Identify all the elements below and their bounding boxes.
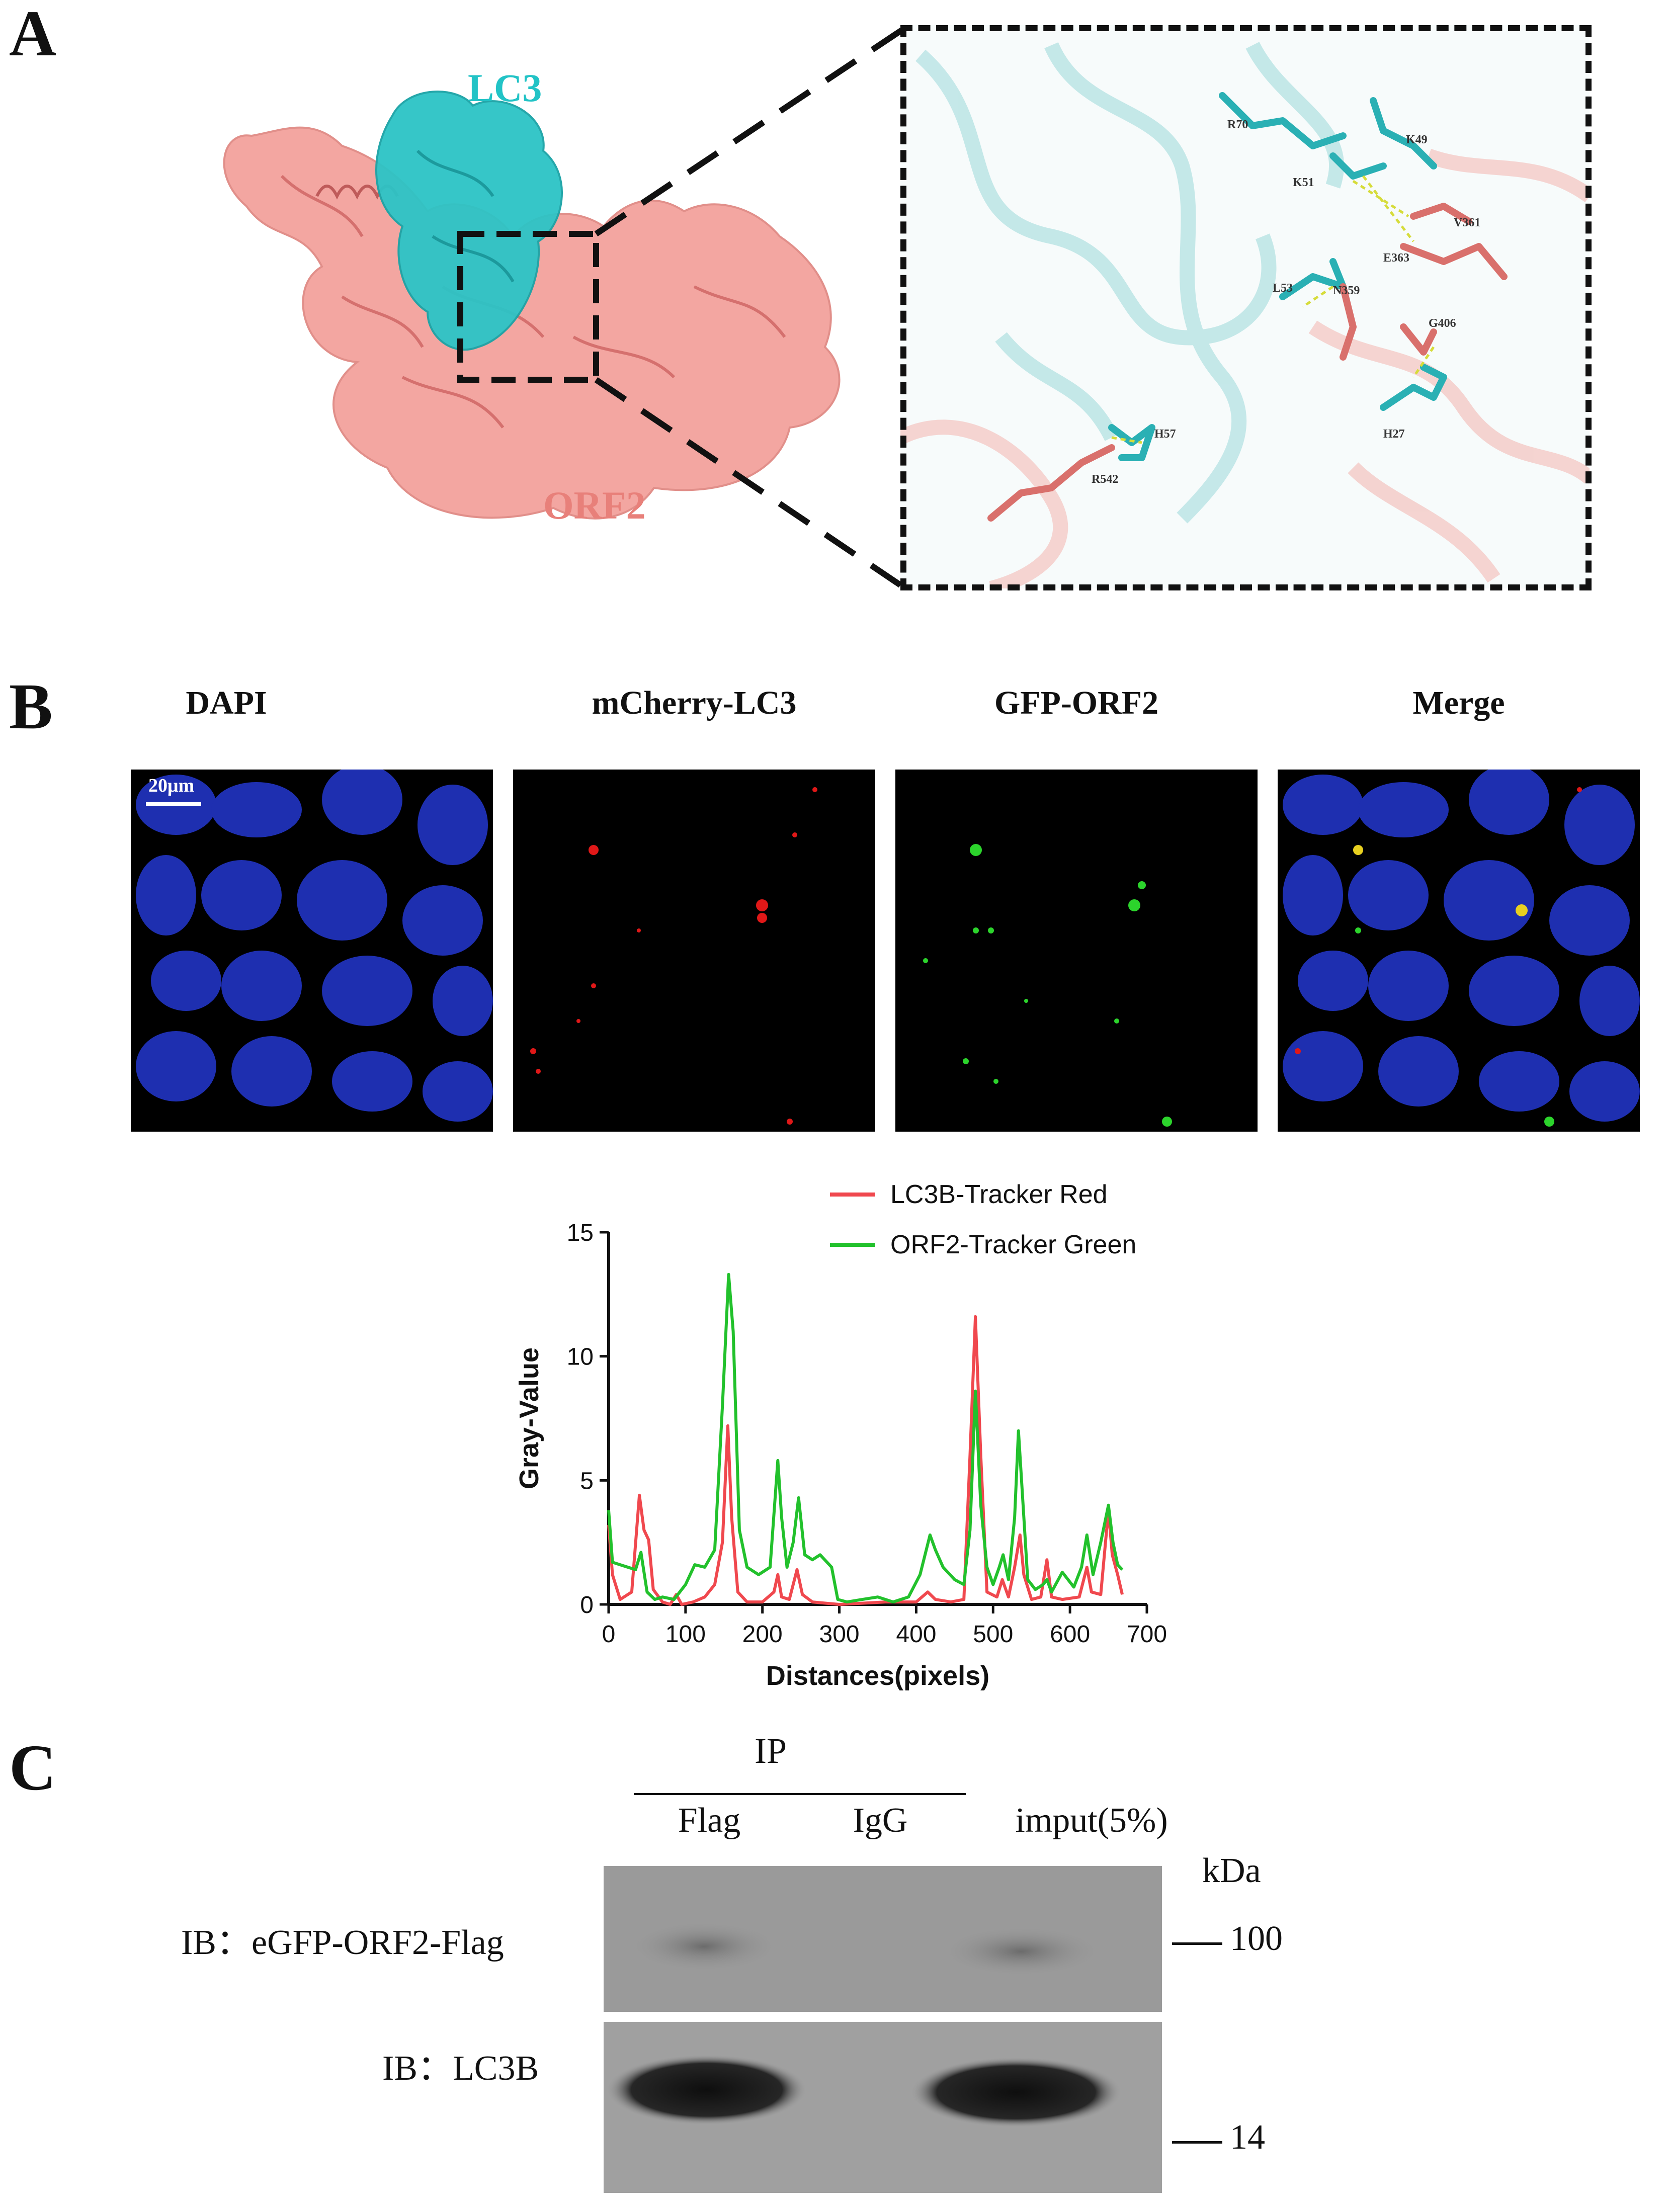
residue-h57-stick [1108, 424, 1155, 461]
blot-label-egfp-orf2-flag: IB：eGFP-ORF2-Flag [181, 1923, 504, 1962]
channel-label-merge: Merge [1412, 685, 1505, 721]
residue-label-h27: H27 [1383, 428, 1405, 441]
residue-label-e363: E363 [1383, 251, 1409, 265]
residue-g406-stick [1400, 323, 1437, 356]
residue-label-k49: K49 [1406, 133, 1428, 146]
panel-letter-b: B [9, 670, 53, 743]
micrograph-gfp-orf2 [895, 770, 1258, 1132]
interaction-detail-view: R70 K49 K51 V361 E363 L53 N359 G406 H27 … [900, 25, 1590, 588]
residue-label-r542: R542 [1092, 473, 1118, 486]
nuclei [136, 770, 493, 1122]
x-tick-label: 700 [1127, 1621, 1167, 1648]
micrograph-mcherry-lc3 [513, 770, 875, 1132]
zoom-connectors [594, 25, 907, 591]
y-tick-label: 10 [567, 1344, 594, 1371]
y-tick-label: 5 [580, 1468, 594, 1494]
lc3-label: LC3 [468, 66, 542, 110]
residue-h27-stick [1380, 364, 1447, 411]
residue-contacts: R70 K49 K51 V361 E363 L53 N359 G406 H27 … [900, 42, 1590, 588]
scale-bar-label: 20μm [148, 775, 195, 796]
panel-letter-a: A [9, 0, 56, 70]
channel-label-mcherry-lc3: mCherry-LC3 [592, 685, 797, 721]
orf2-label: ORF2 [543, 483, 646, 527]
x-tick-label: 500 [973, 1621, 1013, 1648]
residue-label-n359: N359 [1333, 284, 1360, 297]
residue-label-g406: G406 [1429, 317, 1456, 330]
lane-label-flag: Flag [678, 1801, 741, 1840]
band-orf2-flag [629, 1921, 780, 1972]
residue-e363-stick [1400, 243, 1508, 280]
x-tick-label: 600 [1050, 1621, 1090, 1648]
band-lc3b-flag [606, 2055, 807, 2125]
y-tick-label: 15 [567, 1220, 594, 1246]
residue-k51-stick [1329, 152, 1387, 180]
y-tick-label: 0 [580, 1592, 594, 1619]
residue-k49-stick [1370, 97, 1437, 169]
residue-l53-stick [1279, 258, 1347, 300]
residue-label-h57: H57 [1154, 428, 1176, 441]
legend-label: ORF2-Tracker Green [890, 1230, 1136, 1259]
lc3-surface [375, 91, 563, 351]
panel-letter-c: C [9, 1732, 56, 1804]
y-axis-title: Gray-Value [514, 1347, 544, 1489]
series-line-lc3b-red [607, 1315, 1124, 1606]
band-lc3b-input [910, 2057, 1122, 2128]
x-tick-label: 100 [665, 1621, 706, 1648]
kda-label: kDa [1202, 1851, 1261, 1890]
protein-structure-overview [223, 91, 841, 520]
ip-label: IP [755, 1731, 787, 1771]
x-axis-title: Distances(pixels) [766, 1661, 989, 1691]
residue-label-r70: R70 [1227, 118, 1248, 131]
residue-v361-stick [1410, 203, 1472, 225]
series-line-orf2-green [607, 1272, 1124, 1604]
x-tick-label: 200 [742, 1621, 783, 1648]
scale-bar [146, 802, 201, 806]
residue-n359-stick [1340, 283, 1357, 361]
residue-label-v361: V361 [1454, 216, 1480, 229]
zoom-frame [900, 25, 1592, 590]
micrograph-merge [1278, 770, 1640, 1132]
channel-label-dapi: DAPI [186, 685, 267, 721]
residue-r70-stick [1219, 92, 1347, 149]
marker-tick-14 [1172, 2141, 1222, 2144]
marker-tick-100 [1172, 1942, 1222, 1945]
lane-label-input: imput(5%) [1015, 1801, 1168, 1840]
western-blot-orf2 [604, 1866, 1162, 2012]
western-blot-lc3b [604, 2022, 1162, 2193]
lane-label-igg: IgG [853, 1801, 908, 1840]
x-tick-label: 400 [896, 1621, 936, 1648]
residue-label-k51: K51 [1293, 176, 1314, 189]
micrograph-dapi: 20μm [131, 770, 493, 1132]
intensity-profile-chart: 0 100 200 300 400 500 600 700 0 5 10 15 Distances(pi… [514, 1180, 1167, 1691]
marker-label-14: 14 [1230, 2118, 1265, 2157]
x-tick-label: 300 [819, 1621, 860, 1648]
marker-label-100: 100 [1230, 1919, 1283, 1958]
zoom-region-box [457, 231, 599, 383]
legend-label: LC3B-Tracker Red [890, 1180, 1108, 1209]
channel-label-gfp-orf2: GFP-ORF2 [994, 685, 1159, 721]
blot-label-lc3b: IB：LC3B [382, 2049, 539, 2088]
x-tick-label: 0 [602, 1621, 616, 1648]
residue-r542-stick [987, 444, 1115, 522]
band-orf2-input [941, 1926, 1102, 1977]
ip-bracket-line [634, 1793, 966, 1795]
residue-label-l53: L53 [1273, 282, 1293, 295]
